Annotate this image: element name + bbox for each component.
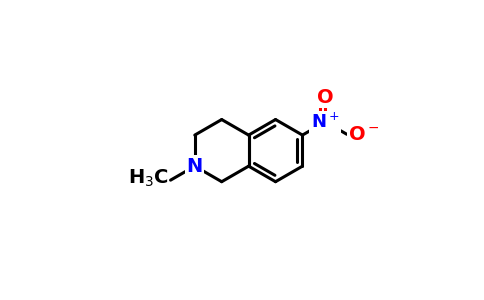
Text: O: O — [317, 88, 333, 106]
Text: N$^+$: N$^+$ — [311, 112, 340, 131]
Text: H$_3$C: H$_3$C — [128, 168, 169, 189]
Text: N: N — [187, 157, 203, 176]
Text: O$^-$: O$^-$ — [348, 125, 380, 144]
